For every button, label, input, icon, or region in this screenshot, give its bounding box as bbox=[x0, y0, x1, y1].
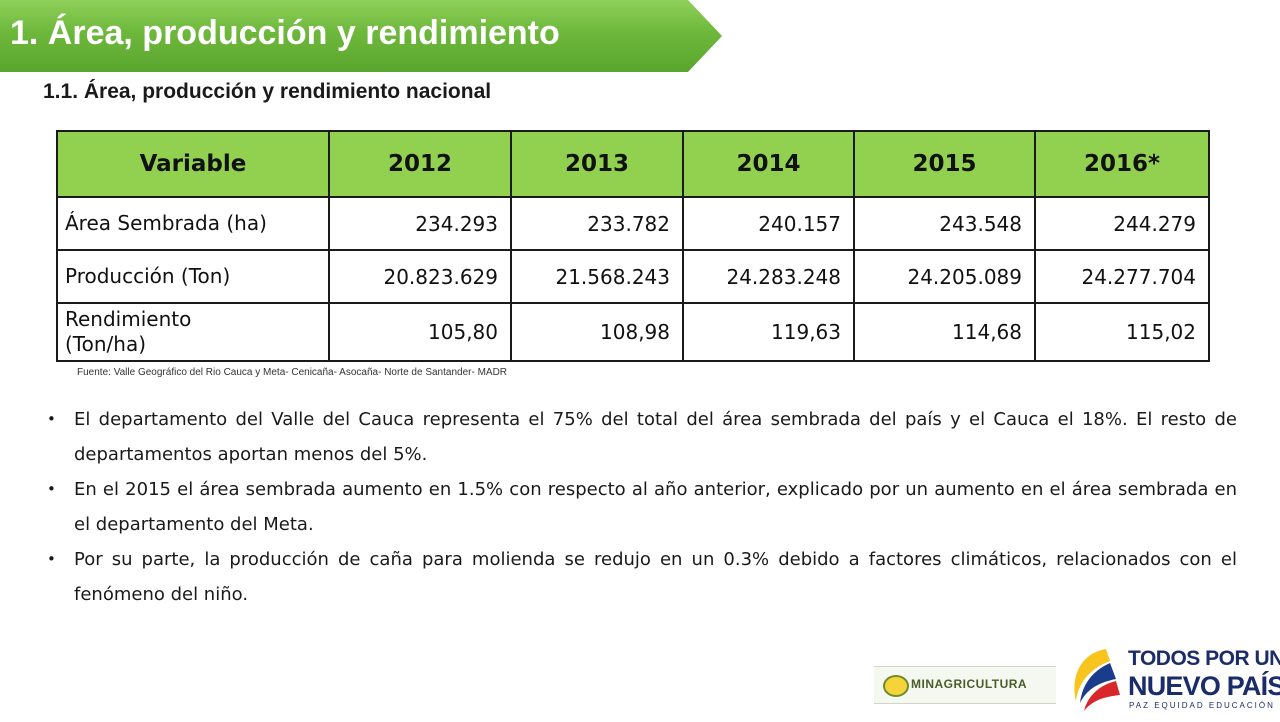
list-item-text: Por su parte, la producción de caña para… bbox=[74, 549, 1237, 605]
bullet-icon: • bbox=[47, 480, 56, 498]
tppn-line3: PAZ EQUIDAD EDUCACIÓN bbox=[1129, 701, 1275, 710]
data-table: Variable 2012 2013 2014 2015 2016* Área … bbox=[56, 130, 1210, 362]
table-cell: 243.548 bbox=[853, 196, 1036, 251]
list-item-text: El departamento del Valle del Cauca repr… bbox=[74, 409, 1237, 465]
slide-title: 1. Área, producción y rendimiento bbox=[10, 14, 560, 52]
table-cell: 20.823.629 bbox=[328, 249, 512, 304]
table-cell: 24.205.089 bbox=[853, 249, 1036, 304]
table-cell: 24.277.704 bbox=[1034, 249, 1210, 304]
row-label: Área Sembrada (ha) bbox=[56, 196, 330, 251]
list-item: • El departamento del Valle del Cauca rep… bbox=[45, 402, 1237, 472]
tppn-line1: TODOS POR UN bbox=[1128, 647, 1280, 670]
column-header: 2013 bbox=[510, 130, 684, 198]
column-header: Variable bbox=[56, 130, 330, 198]
colombia-flag-swoosh-icon bbox=[1074, 649, 1120, 711]
column-header: 2014 bbox=[682, 130, 855, 198]
seal-icon bbox=[883, 675, 909, 697]
minagricultura-text: MINAGRICULTURA bbox=[911, 677, 1028, 691]
table-cell: 244.279 bbox=[1034, 196, 1210, 251]
tppn-line2: NUEVO PAÍS bbox=[1128, 671, 1280, 701]
table-header-row: Variable 2012 2013 2014 2015 2016* bbox=[56, 130, 1210, 198]
list-item-text: En el 2015 el área sembrada aumento en 1… bbox=[74, 479, 1237, 535]
row-label: Rendimiento (Ton/ha) bbox=[56, 302, 330, 362]
table-cell: 234.293 bbox=[328, 196, 512, 251]
row-label-line1: Rendimiento bbox=[65, 307, 192, 331]
section-subtitle: 1.1. Área, producción y rendimiento naci… bbox=[43, 80, 492, 103]
table-cell: 119,63 bbox=[682, 302, 855, 362]
table-cell: 105,80 bbox=[328, 302, 512, 362]
title-banner bbox=[0, 0, 722, 72]
minagricultura-logo: MINAGRICULTURA bbox=[874, 666, 1056, 704]
table-cell: 21.568.243 bbox=[510, 249, 684, 304]
column-header: 2016* bbox=[1034, 130, 1210, 198]
table-cell: 115,02 bbox=[1034, 302, 1210, 362]
todos-por-un-nuevo-pais-logo: TODOS POR UN NUEVO PAÍS PAZ EQUIDAD EDUC… bbox=[1066, 645, 1280, 717]
bullet-list: • El departamento del Valle del Cauca rep… bbox=[45, 402, 1237, 612]
table-cell: 240.157 bbox=[682, 196, 855, 251]
column-header: 2015 bbox=[853, 130, 1036, 198]
table-cell: 233.782 bbox=[510, 196, 684, 251]
bullet-icon: • bbox=[47, 550, 56, 568]
source-note: Fuente: Valle Geográfico del Rio Cauca y… bbox=[77, 367, 508, 378]
row-label-line2: (Ton/ha) bbox=[65, 332, 147, 356]
table-cell: 108,98 bbox=[510, 302, 684, 362]
row-label: Producción (Ton) bbox=[56, 249, 330, 304]
table-cell: 114,68 bbox=[853, 302, 1036, 362]
table-row: Área Sembrada (ha) 234.293 233.782 240.1… bbox=[56, 196, 1210, 251]
bullet-icon: • bbox=[47, 410, 56, 428]
table-row: Rendimiento (Ton/ha) 105,80 108,98 119,63… bbox=[56, 302, 1210, 362]
table-row: Producción (Ton) 20.823.629 21.568.243 2… bbox=[56, 249, 1210, 304]
list-item: • Por su parte, la producción de caña par… bbox=[45, 542, 1237, 612]
table-cell: 24.283.248 bbox=[682, 249, 855, 304]
list-item: • En el 2015 el área sembrada aumento en … bbox=[45, 472, 1237, 542]
column-header: 2012 bbox=[328, 130, 512, 198]
